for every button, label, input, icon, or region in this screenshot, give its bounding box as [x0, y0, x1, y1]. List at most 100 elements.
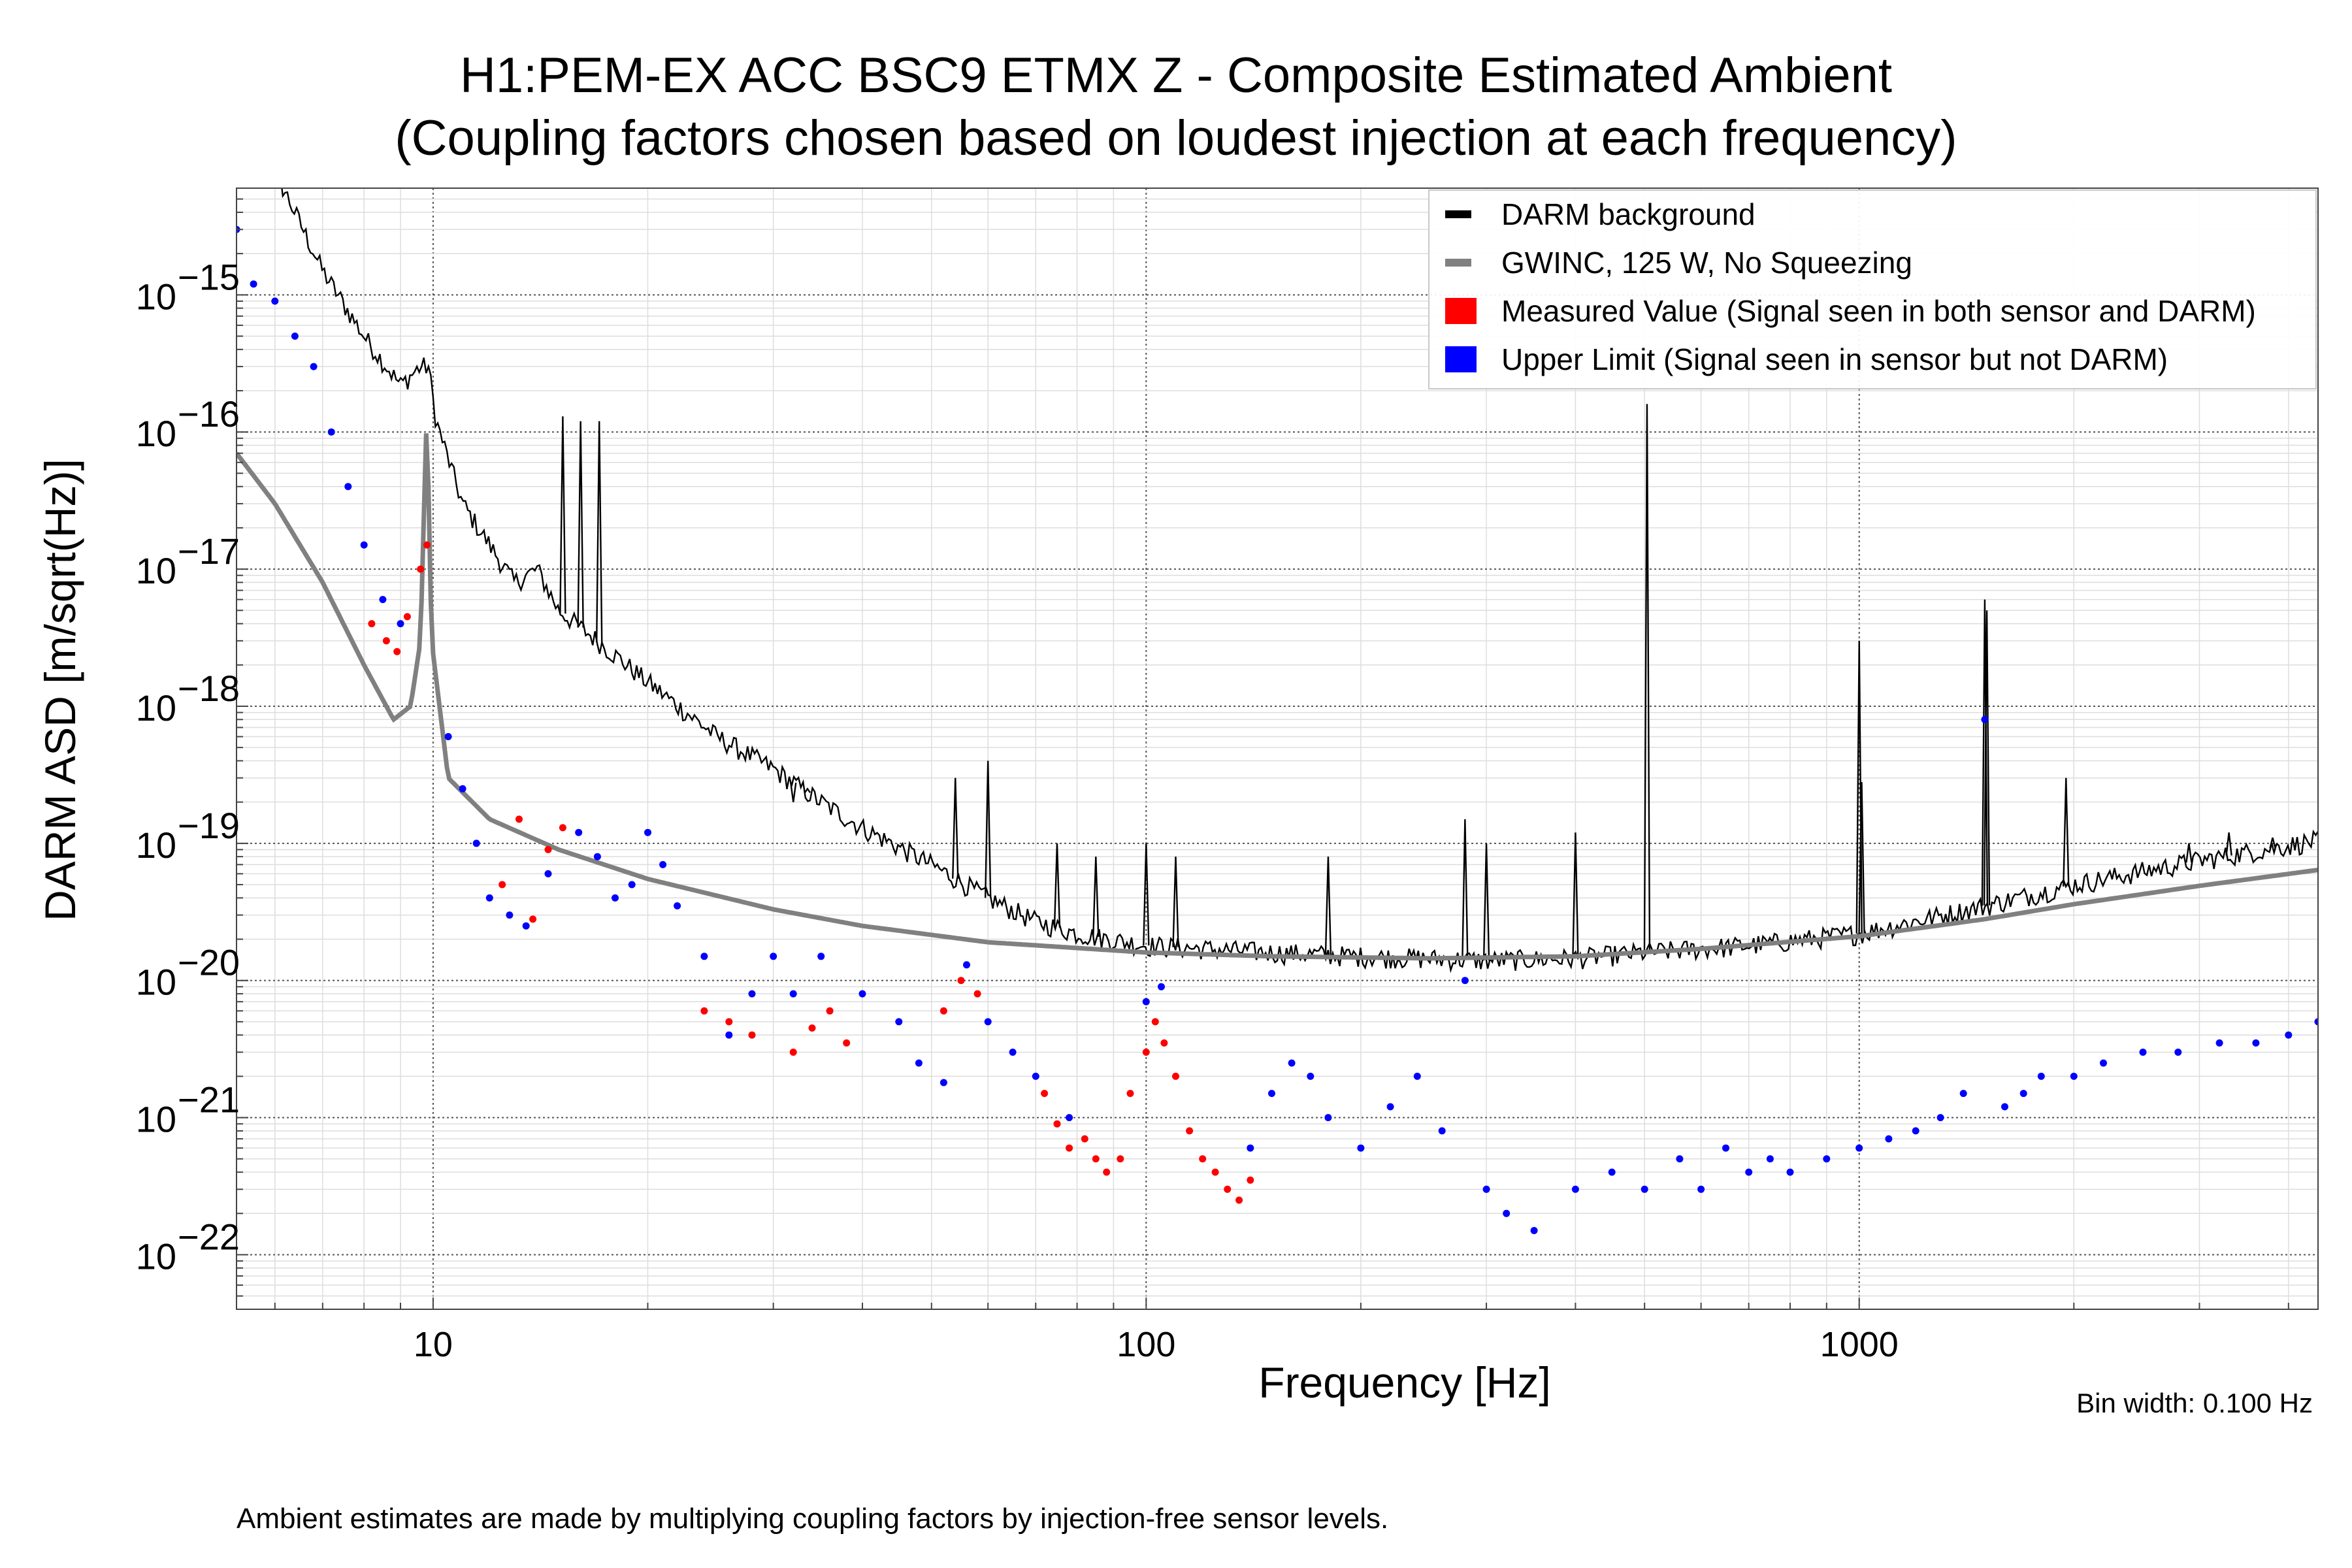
measured-value-point	[808, 1024, 816, 1032]
upper-limit-point	[397, 620, 404, 628]
upper-limit-point	[1142, 998, 1150, 1005]
upper-limit-point	[1158, 983, 1165, 990]
upper-limit-point	[700, 953, 708, 960]
y-axis-label: DARM ASD [m/sqrt(Hz)]	[36, 459, 84, 921]
series-layer	[237, 188, 2318, 1234]
upper-limit-point	[2215, 1039, 2223, 1047]
darm-background-peak	[2185, 843, 2193, 863]
grid-layer	[237, 188, 2318, 1310]
upper-limit-point	[725, 1031, 733, 1039]
measured-value-point	[973, 990, 981, 998]
measured-value-point	[826, 1007, 834, 1015]
measured-value-point	[1211, 1168, 1219, 1176]
upper-limit-point	[379, 596, 387, 604]
upper-limit-point	[1855, 1144, 1863, 1152]
upper-limit-point	[1268, 1090, 1275, 1098]
upper-limit-point	[291, 333, 299, 340]
upper-limit-point	[644, 828, 651, 836]
measured-value-point	[515, 815, 523, 823]
upper-limit-point	[593, 853, 601, 860]
darm-background-peak	[596, 421, 603, 643]
darm-background-peak	[1482, 843, 1490, 961]
upper-limit-point	[770, 953, 777, 960]
upper-limit-point	[310, 363, 318, 370]
darm-background-peak	[1983, 610, 1991, 906]
y-tick-exponent: −15	[178, 256, 240, 297]
upper-limit-point	[1912, 1127, 1919, 1135]
upper-limit-point	[628, 881, 636, 889]
upper-limit-point	[1697, 1185, 1705, 1193]
x-tick-label: 100	[1117, 1325, 1175, 1364]
measured-value-point	[725, 1018, 733, 1026]
upper-limit-point	[2019, 1090, 2027, 1098]
measured-value-point	[544, 845, 552, 853]
darm-background-peak	[790, 782, 797, 802]
upper-limit-point	[444, 733, 452, 740]
upper-limit-point	[659, 860, 667, 868]
upper-limit-point	[1676, 1155, 1684, 1163]
upper-limit-series	[237, 225, 2318, 1234]
measured-value-point	[382, 637, 390, 645]
legend-swatch-gwinc	[1445, 259, 1471, 267]
y-tick-label: 10	[136, 550, 176, 591]
upper-limit-point	[1032, 1072, 1039, 1080]
upper-limit-point	[915, 1059, 923, 1067]
measured-value-point	[1247, 1176, 1254, 1184]
upper-limit-point	[1959, 1090, 1967, 1098]
x-tick-label: 1000	[1820, 1325, 1899, 1364]
upper-limit-point	[674, 902, 681, 909]
upper-limit-point	[789, 990, 797, 998]
upper-limit-point	[1413, 1072, 1421, 1080]
upper-limit-point	[858, 990, 866, 998]
measured-value-point	[1117, 1155, 1124, 1163]
measured-value-point	[1160, 1039, 1168, 1047]
darm-background-peak	[1462, 819, 1469, 960]
upper-limit-point	[2001, 1103, 2008, 1111]
measured-value-point	[1186, 1127, 1194, 1135]
upper-limit-point	[1608, 1168, 1616, 1176]
darm-background-peak	[2269, 837, 2276, 849]
measured-value-point	[843, 1039, 851, 1047]
measured-value-point	[789, 1049, 797, 1056]
upper-limit-point	[984, 1018, 992, 1026]
upper-limit-point	[2037, 1072, 2045, 1080]
upper-limit-point	[1823, 1155, 1831, 1163]
upper-limit-point	[2285, 1031, 2293, 1039]
y-tick-exponent: −17	[178, 531, 240, 572]
upper-limit-point	[544, 870, 552, 877]
measured-value-point	[1103, 1168, 1111, 1176]
upper-limit-point	[1981, 715, 1989, 723]
measured-value-point	[1172, 1072, 1179, 1080]
darm-background-peak	[2063, 777, 2070, 887]
upper-limit-point	[1530, 1227, 1538, 1234]
darm-background-peak	[1643, 404, 1651, 953]
measured-value-point	[423, 541, 431, 549]
darm-background-peak	[1858, 781, 1865, 934]
darm-background-peak	[1143, 843, 1150, 946]
measured-value-point	[1151, 1018, 1159, 1026]
darm-background-peak	[1324, 857, 1332, 955]
chart-title: H1:PEM-EX ACC BSC9 ETMX Z - Composite Es…	[459, 48, 1892, 103]
upper-limit-point	[1324, 1114, 1332, 1122]
upper-limit-point	[2174, 1049, 2182, 1056]
darm-background-peak	[1092, 857, 1100, 937]
upper-limit-point	[522, 922, 530, 930]
legend-swatch-upper-limit	[1445, 346, 1477, 372]
measured-value-point	[957, 977, 965, 985]
upper-limit-point	[817, 953, 825, 960]
upper-limit-point	[1571, 1185, 1579, 1193]
upper-limit-point	[748, 990, 756, 998]
upper-limit-point	[1386, 1103, 1394, 1111]
upper-limit-point	[472, 840, 480, 847]
measured-value-point	[1053, 1120, 1061, 1128]
y-tick-label: 10	[136, 1099, 176, 1140]
upper-limit-point	[344, 483, 352, 491]
legend-label-upper-limit: Upper Limit (Signal seen in sensor but n…	[1501, 342, 2168, 376]
upper-limit-point	[1461, 977, 1469, 985]
upper-limit-point	[360, 541, 368, 549]
darm-background-peak	[952, 777, 959, 879]
y-tick-exponent: −19	[178, 805, 240, 846]
upper-limit-point	[1745, 1168, 1753, 1176]
y-tick-exponent: −21	[178, 1079, 240, 1120]
measured-value-point	[1142, 1049, 1150, 1056]
